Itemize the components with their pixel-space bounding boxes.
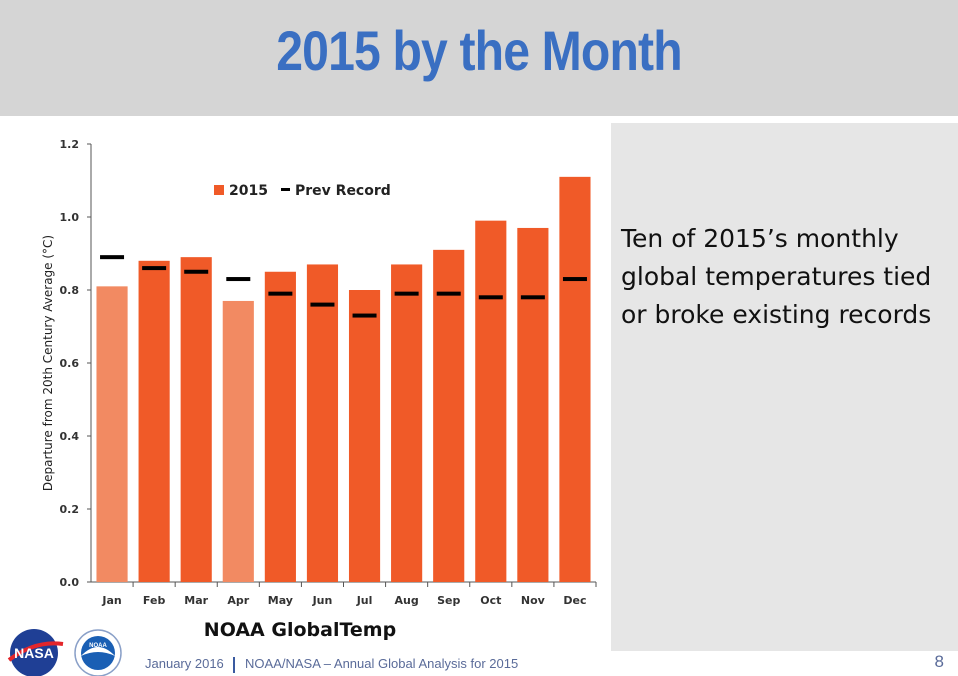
- y-tick-label: 0.4: [60, 430, 80, 443]
- prev-record-jul: [352, 313, 377, 318]
- bar-sep: [433, 249, 465, 582]
- title-bar: 2015 by the Month: [0, 0, 958, 116]
- x-tick-label: Feb: [143, 594, 166, 607]
- y-tick-label: 0.0: [60, 576, 80, 589]
- y-tick-label: 0.6: [60, 357, 80, 370]
- nasa-logo: NASA: [7, 629, 64, 676]
- bar-mar: [180, 257, 212, 582]
- x-tick-label: Jan: [101, 594, 121, 607]
- noaa-logo: NOAA: [74, 629, 122, 676]
- page-number: 8: [934, 652, 944, 671]
- prev-record-aug: [394, 291, 419, 296]
- prev-record-jun: [310, 302, 335, 307]
- bar-jan: [96, 286, 128, 582]
- x-tick-label: Jun: [312, 594, 333, 607]
- prev-record-sep: [436, 291, 461, 296]
- noaa-logo-text: NOAA: [89, 643, 107, 649]
- x-tick-label: May: [268, 594, 293, 607]
- bar-oct: [475, 220, 507, 582]
- prev-record-oct: [478, 295, 503, 300]
- prev-record-dec: [562, 277, 587, 282]
- x-tick-label: Dec: [563, 594, 586, 607]
- footer-org: NOAA/NASA – Annual Global Analysis for 2…: [245, 656, 519, 671]
- x-tick-label: Apr: [227, 594, 249, 607]
- bar-may: [264, 271, 296, 582]
- prev-record-feb: [142, 266, 167, 271]
- chart-caption: NOAA GlobalTemp: [204, 619, 396, 641]
- legend-swatch-2015: [214, 185, 224, 195]
- y-tick-label: 1.0: [60, 211, 80, 224]
- bar-apr: [222, 300, 254, 582]
- prev-record-apr: [226, 277, 251, 282]
- prev-record-mar: [184, 269, 209, 274]
- x-tick-label: Sep: [437, 594, 460, 607]
- y-tick-label: 1.2: [60, 138, 80, 151]
- bar-dec: [559, 176, 591, 582]
- footer: January 2016 NOAA/NASA – Annual Global A…: [145, 656, 518, 673]
- prev-record-may: [268, 291, 293, 296]
- x-tick-label: Aug: [395, 594, 419, 607]
- legend-label-2015: 2015: [229, 183, 268, 199]
- x-tick-label: Mar: [184, 594, 208, 607]
- side-text: Ten of 2015’s monthly global temperature…: [621, 224, 932, 329]
- legend-label-prev-record: Prev Record: [295, 183, 391, 199]
- bar-jun: [306, 264, 339, 582]
- bar-nov: [517, 227, 549, 582]
- prev-record-nov: [520, 295, 545, 300]
- y-tick-label: 0.2: [60, 503, 80, 516]
- x-tick-label: Nov: [521, 594, 546, 607]
- footer-date: January 2016: [145, 656, 224, 671]
- y-axis-label: Departure from 20th Century Average (°C): [41, 235, 55, 491]
- side-panel: Ten of 2015’s monthly global temperature…: [611, 123, 958, 651]
- temperature-chart: 0.0 0.2 0.4 0.6 0.8 1.0 1.2 Departure from 20th…: [41, 138, 597, 641]
- bar-jul: [348, 290, 381, 582]
- bar-aug: [391, 264, 423, 582]
- nasa-logo-text: NASA: [14, 645, 54, 661]
- y-tick-label: 0.8: [60, 284, 80, 297]
- legend-swatch-prev-record: [281, 188, 290, 191]
- prev-record-jan: [100, 255, 125, 260]
- x-tick-label: Oct: [480, 594, 501, 607]
- bar-feb: [138, 260, 170, 582]
- x-tick-label: Jul: [356, 594, 373, 607]
- slide-title: 2015 by the Month: [276, 19, 682, 82]
- footer-separator: [233, 656, 236, 673]
